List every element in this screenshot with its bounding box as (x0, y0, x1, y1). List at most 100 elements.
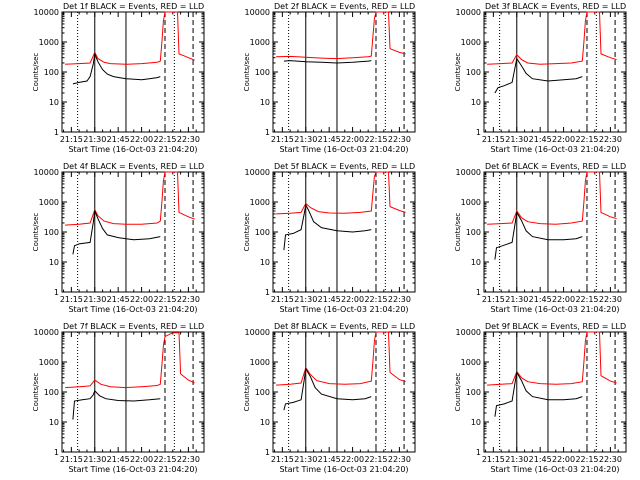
y-axis-label: Counts/sec (243, 53, 251, 92)
series-line-1 (65, 171, 195, 226)
panel-title: Det 5f BLACK = Events, RED = LLD (274, 162, 415, 171)
y-tick-label: 1 (265, 128, 270, 137)
x-tick-label: 22:30 (177, 455, 200, 464)
x-tick-label: 21:30 (83, 455, 106, 464)
x-tick-label: 21:30 (294, 295, 317, 304)
panel-6: 1 10 100 1000 10000 21:15 21:30 21:45 22:00 22:15… (454, 162, 627, 314)
y-axis-label: Counts/sec (454, 213, 462, 252)
y-tick-label: 10000 (245, 328, 270, 337)
x-tick-label: 22:15 (575, 455, 598, 464)
y-tick-label: 10000 (245, 8, 270, 17)
x-tick-label: 22:15 (364, 295, 387, 304)
x-tick-label: 22:15 (153, 135, 176, 144)
y-tick-label: 1000 (39, 198, 59, 207)
y-tick-label: 100 (255, 228, 270, 237)
plot-frame (483, 11, 627, 133)
series-line-1 (487, 171, 617, 225)
series-line-1 (487, 331, 617, 386)
y-axis-label: Counts/sec (243, 373, 251, 412)
x-tick-label: 21:45 (107, 455, 130, 464)
y-tick-label: 1000 (461, 38, 481, 47)
panel-5: 1 10 100 1000 10000 21:15 21:30 21:45 22:00 22:15… (243, 162, 416, 314)
plot-frame (272, 331, 416, 453)
x-tick-label: 21:15 (271, 295, 294, 304)
series-line-2 (494, 370, 583, 417)
plot-frame (483, 331, 627, 453)
x-tick-label: 21:15 (482, 295, 505, 304)
y-tick-label: 100 (44, 388, 59, 397)
y-axis-label: Counts/sec (454, 53, 462, 92)
x-tick-label: 21:15 (271, 455, 294, 464)
x-tick-label: 22:30 (599, 135, 622, 144)
panel-3: 1 10 100 1000 10000 21:15 21:30 21:45 22:00 22:15… (454, 2, 627, 154)
x-tick-label: 21:45 (107, 135, 130, 144)
y-axis-label: Counts/sec (32, 373, 40, 412)
x-axis-label: Start Time (16-Oct-03 21:04:20) (68, 145, 197, 154)
x-tick-label: 21:30 (505, 135, 528, 144)
x-tick-label: 21:15 (271, 135, 294, 144)
x-tick-label: 21:45 (529, 135, 552, 144)
x-tick-label: 21:45 (318, 455, 341, 464)
y-tick-label: 10000 (456, 168, 481, 177)
y-tick-label: 100 (255, 388, 270, 397)
x-tick-label: 22:00 (341, 135, 364, 144)
y-axis-label: Counts/sec (32, 53, 40, 92)
x-axis-label: Start Time (16-Oct-03 21:04:20) (279, 305, 408, 314)
y-axis-label: Counts/sec (32, 213, 40, 252)
panel-1: 1 10 100 1000 10000 21:15 21:30 21:45 22:00 22:15… (32, 2, 205, 154)
x-axis-label: Start Time (16-Oct-03 21:04:20) (490, 305, 619, 314)
plot-frame (61, 171, 205, 293)
series-line-2 (283, 367, 372, 411)
series-line-1 (65, 11, 195, 65)
panel-9: 1 10 100 1000 10000 21:15 21:30 21:45 22:00 22:15… (454, 322, 627, 474)
y-tick-label: 1000 (39, 38, 59, 47)
x-tick-label: 22:30 (388, 455, 411, 464)
panel-title: Det 6f BLACK = Events, RED = LLD (485, 162, 626, 171)
x-tick-label: 21:15 (60, 295, 83, 304)
y-tick-label: 100 (44, 68, 59, 77)
y-tick-label: 1 (54, 128, 59, 137)
y-tick-label: 1 (54, 448, 59, 457)
series-line-2 (72, 52, 161, 85)
y-tick-label: 1 (54, 288, 59, 297)
y-tick-label: 100 (466, 388, 481, 397)
x-tick-label: 22:00 (130, 295, 153, 304)
y-tick-label: 100 (255, 68, 270, 77)
y-tick-label: 10 (260, 98, 270, 107)
y-tick-label: 10 (49, 258, 59, 267)
x-tick-label: 22:00 (552, 295, 575, 304)
x-tick-label: 21:30 (294, 455, 317, 464)
x-tick-label: 21:30 (505, 295, 528, 304)
x-axis-label: Start Time (16-Oct-03 21:04:20) (68, 465, 197, 474)
x-axis-label: Start Time (16-Oct-03 21:04:20) (68, 305, 197, 314)
x-tick-label: 22:15 (364, 135, 387, 144)
y-tick-label: 10 (260, 258, 270, 267)
x-tick-label: 22:30 (388, 295, 411, 304)
x-tick-label: 22:15 (364, 455, 387, 464)
y-tick-label: 1000 (250, 358, 270, 367)
x-tick-label: 21:15 (482, 455, 505, 464)
x-tick-label: 22:00 (130, 455, 153, 464)
y-tick-label: 1000 (250, 38, 270, 47)
plot-frame (483, 171, 627, 293)
panel-title: Det 9f BLACK = Events, RED = LLD (485, 322, 626, 331)
series-line-2 (72, 209, 161, 255)
y-tick-label: 1000 (461, 358, 481, 367)
panel-title: Det 2f BLACK = Events, RED = LLD (274, 2, 415, 11)
panel-title: Det 3f BLACK = Events, RED = LLD (485, 2, 626, 11)
y-tick-label: 1000 (39, 358, 59, 367)
x-tick-label: 21:30 (83, 295, 106, 304)
y-tick-label: 100 (466, 68, 481, 77)
x-tick-label: 22:15 (153, 455, 176, 464)
plot-frame (61, 11, 205, 133)
series-line-1 (276, 171, 406, 215)
plot-frame (272, 171, 416, 293)
y-tick-label: 100 (466, 228, 481, 237)
y-tick-label: 1 (476, 448, 481, 457)
panel-title: Det 8f BLACK = Events, RED = LLD (274, 322, 415, 331)
panel-8: 1 10 100 1000 10000 21:15 21:30 21:45 22:00 22:15… (243, 322, 416, 474)
x-axis-label: Start Time (16-Oct-03 21:04:20) (490, 145, 619, 154)
y-tick-label: 10 (471, 258, 481, 267)
series-line-1 (65, 332, 195, 389)
